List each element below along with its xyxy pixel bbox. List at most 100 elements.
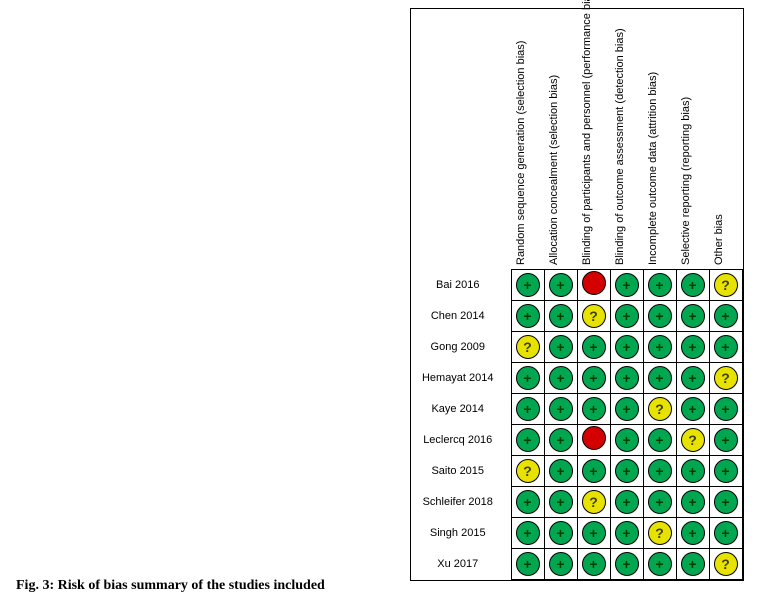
risk-circle-low: + bbox=[648, 459, 672, 483]
risk-cell: ? bbox=[511, 456, 544, 487]
risk-circle-unclear: ? bbox=[648, 521, 672, 545]
risk-cell: ? bbox=[577, 301, 610, 332]
risk-cell: + bbox=[544, 487, 577, 518]
risk-circle-low: + bbox=[714, 304, 738, 328]
risk-cell: + bbox=[544, 425, 577, 456]
col-header-label: Incomplete outcome data (attrition bias) bbox=[647, 72, 659, 265]
risk-cell: + bbox=[511, 301, 544, 332]
risk-circle-low: + bbox=[615, 428, 639, 452]
col-header: Blinding of outcome assessment (detectio… bbox=[610, 9, 643, 269]
risk-cell: + bbox=[709, 456, 742, 487]
risk-circle-low: + bbox=[516, 273, 540, 297]
risk-circle-low: + bbox=[714, 490, 738, 514]
col-header-label: Random sequence generation (selection bi… bbox=[515, 41, 527, 265]
risk-circle-low: + bbox=[549, 397, 573, 421]
risk-circle-low: + bbox=[516, 304, 540, 328]
risk-cell: + bbox=[676, 487, 709, 518]
risk-cell: + bbox=[544, 456, 577, 487]
risk-cell: ? bbox=[676, 425, 709, 456]
risk-circle-low: + bbox=[615, 552, 639, 576]
risk-cell: + bbox=[577, 332, 610, 363]
risk-circle-low: + bbox=[549, 490, 573, 514]
risk-cell: ? bbox=[643, 518, 676, 549]
risk-cell: + bbox=[610, 301, 643, 332]
risk-circle-low: + bbox=[681, 304, 705, 328]
risk-cell: + bbox=[544, 301, 577, 332]
risk-circle-low: + bbox=[681, 335, 705, 359]
risk-cell: + bbox=[709, 425, 742, 456]
col-header-label: Selective reporting (reporting bias) bbox=[680, 97, 692, 265]
risk-cell: + bbox=[577, 363, 610, 394]
risk-circle-low: + bbox=[516, 397, 540, 421]
risk-cell: ? bbox=[709, 549, 742, 580]
table-row: Hemayat 2014++++++? bbox=[411, 363, 742, 394]
risk-cell: + bbox=[709, 394, 742, 425]
table-row: Bai 2016+++++? bbox=[411, 270, 742, 301]
row-label: Leclercq 2016 bbox=[411, 425, 511, 456]
risk-circle-low: + bbox=[582, 397, 606, 421]
risk-cell: + bbox=[610, 518, 643, 549]
risk-circle-unclear: ? bbox=[648, 397, 672, 421]
risk-cell: + bbox=[643, 301, 676, 332]
risk-cell: ? bbox=[511, 332, 544, 363]
risk-cell: + bbox=[610, 487, 643, 518]
risk-cell: + bbox=[709, 518, 742, 549]
risk-circle-low: + bbox=[615, 335, 639, 359]
risk-circle-unclear: ? bbox=[582, 304, 606, 328]
risk-circle-low: + bbox=[549, 304, 573, 328]
risk-circle-low: + bbox=[714, 521, 738, 545]
risk-cell: + bbox=[610, 363, 643, 394]
risk-circle-low: + bbox=[516, 366, 540, 390]
risk-circle-low: + bbox=[648, 366, 672, 390]
risk-cell bbox=[577, 425, 610, 456]
risk-circle-low: + bbox=[549, 366, 573, 390]
risk-circle-low: + bbox=[549, 335, 573, 359]
risk-circle-low: + bbox=[648, 335, 672, 359]
risk-circle-high bbox=[582, 271, 606, 295]
caption-text: Risk of bias summary of the studies incl… bbox=[58, 578, 325, 593]
row-label: Bai 2016 bbox=[411, 270, 511, 301]
row-label: Hemayat 2014 bbox=[411, 363, 511, 394]
table-row: Leclercq 2016++++?+ bbox=[411, 425, 742, 456]
risk-cell: + bbox=[610, 425, 643, 456]
table-row: Gong 2009?++++++ bbox=[411, 332, 742, 363]
risk-circle-low: + bbox=[681, 273, 705, 297]
table-row: Kaye 2014++++?++ bbox=[411, 394, 742, 425]
risk-cell: + bbox=[577, 549, 610, 580]
column-headers: Random sequence generation (selection bi… bbox=[411, 9, 743, 269]
risk-circle-low: + bbox=[516, 428, 540, 452]
risk-cell: + bbox=[676, 549, 709, 580]
risk-circle-low: + bbox=[714, 428, 738, 452]
risk-circle-unclear: ? bbox=[714, 273, 738, 297]
risk-circle-low: + bbox=[549, 552, 573, 576]
col-header: Allocation concealment (selection bias) bbox=[544, 9, 577, 269]
risk-circle-low: + bbox=[714, 335, 738, 359]
risk-circle-low: + bbox=[615, 366, 639, 390]
figure-caption: Fig. 3: Risk of bias summary of the stud… bbox=[16, 578, 325, 594]
risk-cell: + bbox=[676, 394, 709, 425]
risk-circle-low: + bbox=[549, 521, 573, 545]
risk-cell: + bbox=[643, 425, 676, 456]
risk-circle-unclear: ? bbox=[681, 428, 705, 452]
risk-circle-low: + bbox=[615, 490, 639, 514]
risk-circle-low: + bbox=[516, 521, 540, 545]
col-header: Selective reporting (reporting bias) bbox=[676, 9, 709, 269]
row-label: Gong 2009 bbox=[411, 332, 511, 363]
corner-spacer bbox=[411, 9, 511, 269]
risk-circle-unclear: ? bbox=[516, 459, 540, 483]
table-row: Chen 2014++?++++ bbox=[411, 301, 742, 332]
risk-circle-low: + bbox=[615, 273, 639, 297]
risk-circle-low: + bbox=[681, 552, 705, 576]
risk-cell: + bbox=[643, 487, 676, 518]
col-header: Blinding of participants and personnel (… bbox=[577, 9, 610, 269]
risk-cell: + bbox=[610, 394, 643, 425]
risk-circle-low: + bbox=[615, 521, 639, 545]
risk-cell: + bbox=[610, 270, 643, 301]
risk-circle-unclear: ? bbox=[714, 366, 738, 390]
risk-cell: + bbox=[676, 456, 709, 487]
col-header-label: Blinding of outcome assessment (detectio… bbox=[614, 28, 626, 265]
risk-circle-low: + bbox=[582, 366, 606, 390]
row-label: Saito 2015 bbox=[411, 456, 511, 487]
col-header-label: Blinding of participants and personnel (… bbox=[581, 0, 593, 265]
risk-circle-low: + bbox=[549, 428, 573, 452]
